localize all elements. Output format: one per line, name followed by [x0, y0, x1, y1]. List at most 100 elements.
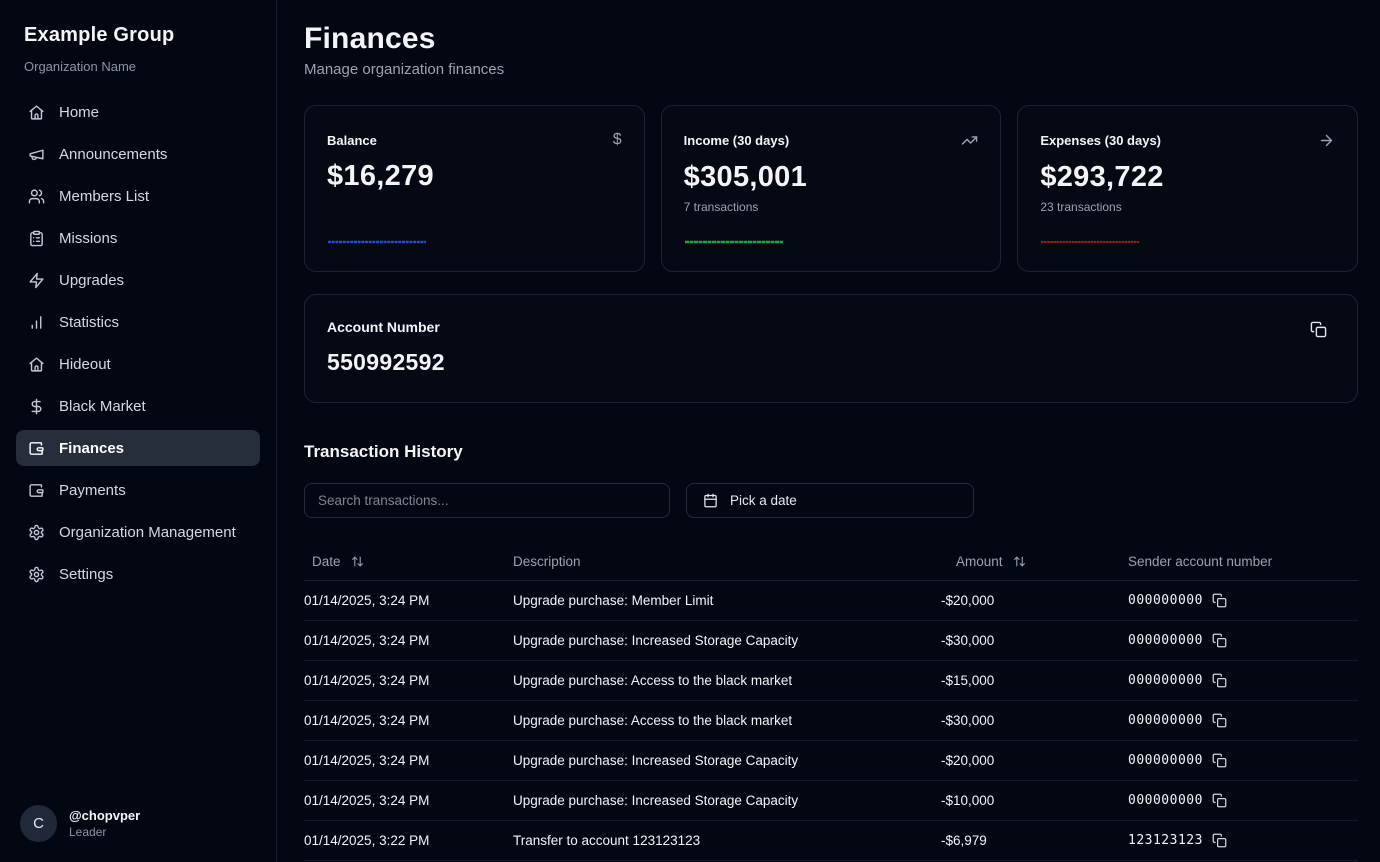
dollar-sign-icon: $ [612, 131, 622, 148]
tx-date: 01/14/2025, 3:22 PM [304, 820, 513, 861]
sidebar-item-label: Members List [59, 187, 150, 205]
income-card-label: Income (30 days) [683, 133, 790, 148]
copy-sender-button[interactable] [1212, 713, 1227, 728]
account-number-card: Account Number 550992592 [304, 294, 1358, 403]
expenses-sparkline [1041, 241, 1140, 243]
tx-date: 01/14/2025, 3:24 PM [304, 660, 513, 701]
copy-sender-button[interactable] [1212, 593, 1227, 608]
tx-amount: -$6,979 [941, 820, 1128, 861]
copy-icon [1310, 321, 1327, 338]
column-header-description: Description [513, 553, 581, 569]
sidebar: Example Group Organization Name Home Ann… [0, 0, 277, 862]
copy-sender-button[interactable] [1212, 753, 1227, 768]
tx-amount: -$15,000 [941, 660, 1128, 701]
column-header-amount: Amount [956, 553, 1003, 569]
balance-sparkline [328, 240, 426, 244]
clipboard-icon [28, 230, 45, 247]
copy-icon [1212, 713, 1227, 728]
tx-description: Upgrade purchase: Increased Storage Capa… [513, 740, 941, 781]
sidebar-nav: Home Announcements Members List Missions… [16, 94, 260, 592]
table-row: 01/14/2025, 3:24 PM Upgrade purchase: Ac… [304, 700, 1358, 741]
calendar-icon [703, 493, 718, 508]
table-row: 01/14/2025, 3:24 PM Upgrade purchase: In… [304, 620, 1358, 661]
expenses-card-label: Expenses (30 days) [1040, 133, 1162, 148]
copy-icon [1212, 793, 1227, 808]
transaction-history-heading: Transaction History [304, 442, 463, 461]
avatar: C [20, 805, 57, 842]
sidebar-item-finances[interactable]: Finances [16, 430, 260, 466]
table-row: 01/14/2025, 3:24 PM Upgrade purchase: In… [304, 740, 1358, 781]
page-subtitle: Manage organization finances [304, 61, 505, 78]
sidebar-item-home[interactable]: Home [16, 94, 260, 130]
tx-date: 01/14/2025, 3:24 PM [304, 620, 513, 661]
copy-account-number-button[interactable] [1308, 319, 1329, 340]
sidebar-item-payments[interactable]: Payments [16, 472, 260, 508]
wallet-icon [28, 482, 45, 499]
tx-amount: -$20,000 [941, 580, 1128, 621]
tx-description: Upgrade purchase: Increased Storage Capa… [513, 620, 941, 661]
table-row: 01/14/2025, 3:24 PM Upgrade purchase: Ac… [304, 660, 1358, 701]
sidebar-item-label: Black Market [59, 397, 146, 415]
sidebar-item-organization-management[interactable]: Organization Management [16, 514, 260, 550]
sidebar-item-black-market[interactable]: Black Market [16, 388, 260, 424]
sidebar-item-label: Home [59, 103, 100, 121]
tx-date: 01/14/2025, 3:24 PM [304, 580, 513, 621]
user-profile[interactable]: C @chopvper Leader [16, 805, 260, 842]
balance-card: Balance $ $16,279 [304, 105, 645, 272]
sidebar-item-label: Organization Management [59, 523, 236, 541]
sidebar-item-announcements[interactable]: Announcements [16, 136, 260, 172]
account-number-label: Account Number [327, 319, 440, 335]
table-header-row: Date Description Amount Sender account n… [304, 543, 1358, 581]
copy-icon [1212, 753, 1227, 768]
income-transactions-count: 7 transactions [683, 200, 759, 214]
table-row: 01/14/2025, 3:24 PM Upgrade purchase: Me… [304, 580, 1358, 621]
tx-description: Upgrade purchase: Access to the black ma… [513, 660, 941, 701]
sidebar-item-label: Finances [59, 439, 125, 457]
gear-icon [28, 566, 45, 583]
column-header-date: Date [312, 553, 341, 569]
tx-date: 01/14/2025, 3:24 PM [304, 780, 513, 821]
copy-sender-button[interactable] [1212, 633, 1227, 648]
username: @chopvper [69, 808, 141, 823]
copy-sender-button[interactable] [1212, 673, 1227, 688]
sort-date-button[interactable] [351, 555, 364, 568]
expenses-transactions-count: 23 transactions [1040, 200, 1122, 214]
table-row: 01/14/2025, 3:22 PM Transfer to account … [304, 820, 1358, 861]
tx-sender: 000000000 [1128, 752, 1203, 768]
wallet-icon [28, 440, 45, 457]
tx-amount: -$30,000 [941, 620, 1128, 661]
trending-up-icon [961, 132, 978, 149]
sidebar-item-hideout[interactable]: Hideout [16, 346, 260, 382]
tx-sender: 123123123 [1128, 832, 1203, 848]
tx-description: Transfer to account 123123123 [513, 820, 941, 861]
copy-sender-button[interactable] [1212, 833, 1227, 848]
date-picker-button[interactable]: Pick a date [686, 483, 974, 518]
dollar-icon [28, 398, 45, 415]
gear-icon [28, 524, 45, 541]
date-picker-label: Pick a date [730, 493, 797, 508]
sidebar-item-missions[interactable]: Missions [16, 220, 260, 256]
copy-icon [1212, 833, 1227, 848]
sort-amount-button[interactable] [1013, 555, 1026, 568]
tx-amount: -$10,000 [941, 780, 1128, 821]
sidebar-item-label: Payments [59, 481, 126, 499]
transactions-table: Date Description Amount Sender account n… [304, 543, 1358, 861]
home-icon [28, 356, 45, 373]
copy-sender-button[interactable] [1212, 793, 1227, 808]
tx-sender: 000000000 [1128, 632, 1203, 648]
search-transactions-input[interactable] [304, 483, 670, 518]
sort-icon [1013, 555, 1026, 568]
account-number-value: 550992592 [327, 349, 445, 375]
sidebar-item-upgrades[interactable]: Upgrades [16, 262, 260, 298]
sidebar-item-members-list[interactable]: Members List [16, 178, 260, 214]
sidebar-item-settings[interactable]: Settings [16, 556, 260, 592]
sidebar-item-statistics[interactable]: Statistics [16, 304, 260, 340]
income-value: $305,001 [683, 161, 808, 193]
tx-sender: 000000000 [1128, 592, 1203, 608]
expenses-card: Expenses (30 days) $293,722 23 transacti… [1017, 105, 1358, 272]
group-name: Example Group [24, 24, 175, 46]
user-role: Leader [69, 825, 107, 839]
users-icon [28, 188, 45, 205]
column-header-sender: Sender account number [1128, 553, 1273, 569]
